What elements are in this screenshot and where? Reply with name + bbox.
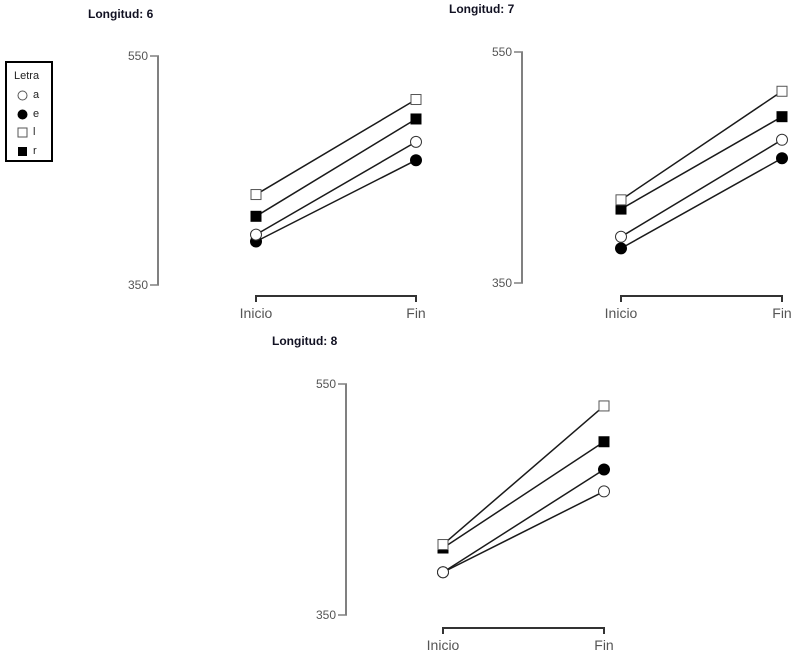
legend-item-l: l: [17, 125, 35, 139]
legend-label-a: a: [33, 89, 40, 101]
legend-item-e: e: [17, 107, 39, 121]
legend-item-r: r: [17, 144, 37, 158]
series-line-a: [255, 141, 417, 236]
series-line-l: [255, 98, 417, 196]
circle-filled-icon: [17, 109, 28, 119]
y-tick-label: 350: [492, 276, 512, 290]
circle-filled-icon: [410, 154, 422, 167]
square-filled-icon: [615, 203, 627, 215]
square-open-icon: [17, 127, 28, 137]
panel-2: 350 550 Inicio Fin: [316, 377, 614, 653]
y-tick-label: 550: [492, 45, 512, 59]
square-open-icon: [598, 400, 610, 412]
panel-1: 350 550 Inicio Fin: [492, 45, 792, 321]
square-filled-icon: [410, 113, 422, 125]
series-line-l: [620, 90, 783, 201]
panel-title-longitud-6: Longitud: 6: [88, 7, 154, 21]
square-open-icon: [410, 94, 422, 106]
series-line-r: [442, 441, 605, 549]
circle-open-icon: [250, 228, 262, 241]
y-tick-label: 350: [316, 608, 336, 622]
y-tick-label: 350: [128, 278, 148, 292]
x-tick-label: Inicio: [605, 305, 638, 321]
square-open-icon: [437, 539, 449, 551]
y-tick-label: 550: [128, 49, 148, 63]
circle-open-icon: [615, 230, 627, 243]
series-line-r: [255, 118, 417, 217]
x-axis: [620, 295, 783, 302]
circle-open-icon: [410, 135, 422, 148]
circle-open-icon: [17, 90, 28, 100]
series-line-l: [442, 405, 605, 546]
legend-item-a: a: [17, 88, 39, 102]
panel-0: 350 550 Inicio Fin: [128, 49, 426, 321]
circle-filled-icon: [776, 152, 788, 165]
series-line-e: [442, 468, 605, 573]
square-filled-icon: [776, 111, 788, 123]
x-tick-label: Fin: [772, 305, 791, 321]
panel-title-longitud-8: Longitud: 8: [272, 334, 338, 348]
square-open-icon: [776, 85, 788, 97]
legend-title: Letra: [14, 70, 40, 82]
square-open-icon: [615, 194, 627, 206]
legend-label-l: l: [33, 126, 36, 138]
series-line-r: [620, 116, 783, 210]
square-filled-icon: [598, 436, 610, 448]
circle-filled-icon: [598, 463, 610, 476]
x-tick-label: Inicio: [427, 637, 460, 653]
series-line-e: [255, 159, 417, 243]
square-open-icon: [250, 189, 262, 201]
circle-open-icon: [598, 485, 610, 498]
x-tick-label: Fin: [406, 305, 425, 321]
legend-label-r: r: [33, 145, 37, 157]
circle-filled-icon: [615, 242, 627, 255]
x-axis: [255, 295, 417, 302]
x-axis: [442, 627, 605, 634]
panel-title-longitud-7: Longitud: 7: [449, 2, 515, 16]
legend-label-e: e: [33, 108, 40, 120]
circle-open-icon: [776, 133, 788, 146]
x-tick-label: Inicio: [240, 305, 273, 321]
series-line-a: [442, 490, 605, 573]
x-tick-label: Fin: [594, 637, 613, 653]
legend: Letra a e l r: [5, 61, 53, 162]
series-line-e: [620, 157, 783, 250]
series-line-a: [620, 139, 783, 238]
square-filled-icon: [18, 146, 27, 156]
square-filled-icon: [250, 210, 262, 222]
y-tick-label: 550: [316, 377, 336, 391]
circle-open-icon: [437, 566, 449, 579]
